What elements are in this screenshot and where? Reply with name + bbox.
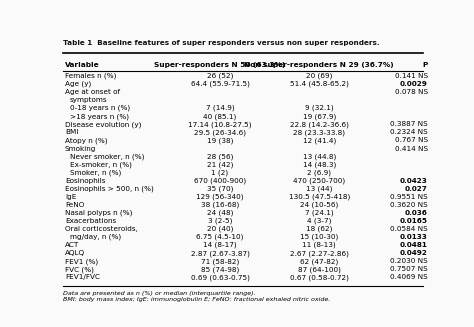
Text: 2 (6.9): 2 (6.9) bbox=[307, 169, 331, 176]
Text: 670 (400-900): 670 (400-900) bbox=[194, 178, 246, 184]
Text: AQLQ: AQLQ bbox=[65, 250, 85, 256]
Text: Smoking: Smoking bbox=[65, 146, 96, 151]
Text: 0.0029: 0.0029 bbox=[400, 81, 428, 87]
Text: 6.75 (4.5-10): 6.75 (4.5-10) bbox=[196, 234, 244, 240]
Text: Table 1  Baseline features of super responders versus non super responders.: Table 1 Baseline features of super respo… bbox=[63, 41, 380, 46]
Text: 0.0133: 0.0133 bbox=[400, 234, 428, 240]
Text: 28 (56): 28 (56) bbox=[207, 153, 233, 160]
Text: 20 (40): 20 (40) bbox=[207, 226, 233, 232]
Text: 26 (52): 26 (52) bbox=[207, 73, 233, 79]
Text: 12 (41.4): 12 (41.4) bbox=[302, 137, 336, 144]
Text: Variable: Variable bbox=[65, 62, 100, 68]
Text: 1 (2): 1 (2) bbox=[211, 169, 228, 176]
Text: 0.3620 NS: 0.3620 NS bbox=[390, 202, 428, 208]
Text: Never smoker, n (%): Never smoker, n (%) bbox=[70, 153, 144, 160]
Text: Females n (%): Females n (%) bbox=[65, 73, 116, 79]
Text: FEV1 (%): FEV1 (%) bbox=[65, 258, 98, 265]
Text: Exacerbations: Exacerbations bbox=[65, 218, 116, 224]
Text: 21 (42): 21 (42) bbox=[207, 162, 233, 168]
Text: 130.5 (47.5-418): 130.5 (47.5-418) bbox=[289, 194, 350, 200]
Text: BMI: BMI bbox=[65, 129, 78, 135]
Text: 0.767 NS: 0.767 NS bbox=[394, 137, 428, 144]
Text: 24 (10-56): 24 (10-56) bbox=[300, 202, 338, 208]
Text: 0.0481: 0.0481 bbox=[400, 242, 428, 248]
Text: 14 (8-17): 14 (8-17) bbox=[203, 242, 237, 249]
Text: 19 (67.9): 19 (67.9) bbox=[302, 113, 336, 120]
Text: 0.027: 0.027 bbox=[405, 186, 428, 192]
Text: 13 (44): 13 (44) bbox=[306, 185, 332, 192]
Text: BMI: body mass index; IgE: immunoglobulin E; FeNO: fractional exhaled nitric oxi: BMI: body mass index; IgE: immunoglobuli… bbox=[63, 297, 330, 302]
Text: P: P bbox=[422, 62, 428, 68]
Text: 0.0584 NS: 0.0584 NS bbox=[390, 226, 428, 232]
Text: 0.414 NS: 0.414 NS bbox=[394, 146, 428, 151]
Text: Super-responders N 50 (63.3%): Super-responders N 50 (63.3%) bbox=[155, 62, 286, 68]
Text: Ex-smoker, n (%): Ex-smoker, n (%) bbox=[70, 162, 131, 168]
Text: Nasal polyps n (%): Nasal polyps n (%) bbox=[65, 210, 132, 216]
Text: 0-18 years n (%): 0-18 years n (%) bbox=[70, 105, 130, 112]
Text: 0.7507 NS: 0.7507 NS bbox=[390, 267, 428, 272]
Text: Age at onset of: Age at onset of bbox=[65, 89, 120, 95]
Text: IgE: IgE bbox=[65, 194, 76, 200]
Text: 0.69 (0.63-0.75): 0.69 (0.63-0.75) bbox=[191, 274, 249, 281]
Text: Eosinophils: Eosinophils bbox=[65, 178, 105, 184]
Text: FEV1/FVC: FEV1/FVC bbox=[65, 274, 100, 281]
Text: 71 (58-82): 71 (58-82) bbox=[201, 258, 239, 265]
Text: Eosinophils > 500, n (%): Eosinophils > 500, n (%) bbox=[65, 185, 154, 192]
Text: Smoker, n (%): Smoker, n (%) bbox=[70, 169, 121, 176]
Text: 85 (74-98): 85 (74-98) bbox=[201, 266, 239, 273]
Text: 7 (24.1): 7 (24.1) bbox=[305, 210, 334, 216]
Text: 22.8 (14.2-36.6): 22.8 (14.2-36.6) bbox=[290, 121, 348, 128]
Text: 0.3887 NS: 0.3887 NS bbox=[390, 121, 428, 127]
Text: 17.14 (10.8-27.5): 17.14 (10.8-27.5) bbox=[188, 121, 252, 128]
Text: Age (y): Age (y) bbox=[65, 81, 91, 87]
Text: 9 (32.1): 9 (32.1) bbox=[305, 105, 334, 112]
Text: 0.0423: 0.0423 bbox=[400, 178, 428, 184]
Text: Data are presented as n (%) or median (interquartile range).: Data are presented as n (%) or median (i… bbox=[63, 290, 255, 296]
Text: 87 (64-100): 87 (64-100) bbox=[298, 266, 341, 273]
Text: Disease evolution (y): Disease evolution (y) bbox=[65, 121, 141, 128]
Text: 35 (70): 35 (70) bbox=[207, 185, 233, 192]
Text: 4 (3-7): 4 (3-7) bbox=[307, 218, 331, 224]
Text: 62 (47-82): 62 (47-82) bbox=[300, 258, 338, 265]
Text: FVC (%): FVC (%) bbox=[65, 266, 94, 273]
Text: 0.2030 NS: 0.2030 NS bbox=[390, 258, 428, 264]
Text: symptoms: symptoms bbox=[70, 97, 107, 103]
Text: 7 (14.9): 7 (14.9) bbox=[206, 105, 234, 112]
Text: 0.67 (0.58-0.72): 0.67 (0.58-0.72) bbox=[290, 274, 348, 281]
Text: >18 years n (%): >18 years n (%) bbox=[70, 113, 128, 120]
Text: 20 (69): 20 (69) bbox=[306, 73, 332, 79]
Text: FeNO: FeNO bbox=[65, 202, 84, 208]
Text: 0.036: 0.036 bbox=[405, 210, 428, 216]
Text: 0.141 NS: 0.141 NS bbox=[394, 73, 428, 79]
Text: Non super-responders N 29 (36.7%): Non super-responders N 29 (36.7%) bbox=[244, 62, 394, 68]
Text: 64.4 (55.9-71.5): 64.4 (55.9-71.5) bbox=[191, 81, 249, 87]
Text: 2.67 (2.27-2.86): 2.67 (2.27-2.86) bbox=[290, 250, 348, 256]
Text: 0.4069 NS: 0.4069 NS bbox=[390, 274, 428, 281]
Text: 11 (8-13): 11 (8-13) bbox=[302, 242, 336, 249]
Text: 3 (2-5): 3 (2-5) bbox=[208, 218, 232, 224]
Text: 29.5 (26-34.6): 29.5 (26-34.6) bbox=[194, 129, 246, 136]
Text: 51.4 (45.8-65.2): 51.4 (45.8-65.2) bbox=[290, 81, 348, 87]
Text: 14 (48.3): 14 (48.3) bbox=[302, 162, 336, 168]
Text: ACT: ACT bbox=[65, 242, 79, 248]
Text: Oral corticosteroids,: Oral corticosteroids, bbox=[65, 226, 137, 232]
Text: 470 (250-700): 470 (250-700) bbox=[293, 178, 345, 184]
Text: 19 (38): 19 (38) bbox=[207, 137, 233, 144]
Text: 129 (56-340): 129 (56-340) bbox=[196, 194, 244, 200]
Text: 0.9551 NS: 0.9551 NS bbox=[390, 194, 428, 200]
Text: 38 (16-68): 38 (16-68) bbox=[201, 202, 239, 208]
Text: 15 (10-30): 15 (10-30) bbox=[300, 234, 338, 240]
Text: mg/day, n (%): mg/day, n (%) bbox=[70, 234, 121, 240]
Text: 18 (62): 18 (62) bbox=[306, 226, 332, 232]
Text: 0.2324 NS: 0.2324 NS bbox=[390, 129, 428, 135]
Text: 28 (23.3-33.8): 28 (23.3-33.8) bbox=[293, 129, 345, 136]
Text: 0.078 NS: 0.078 NS bbox=[394, 89, 428, 95]
Text: 0.0492: 0.0492 bbox=[400, 250, 428, 256]
Text: 40 (85.1): 40 (85.1) bbox=[203, 113, 237, 120]
Text: 13 (44.8): 13 (44.8) bbox=[302, 153, 336, 160]
Text: 2.87 (2.67-3.87): 2.87 (2.67-3.87) bbox=[191, 250, 249, 256]
Text: 0.0165: 0.0165 bbox=[400, 218, 428, 224]
Text: Atopy n (%): Atopy n (%) bbox=[65, 137, 107, 144]
Text: 24 (48): 24 (48) bbox=[207, 210, 233, 216]
